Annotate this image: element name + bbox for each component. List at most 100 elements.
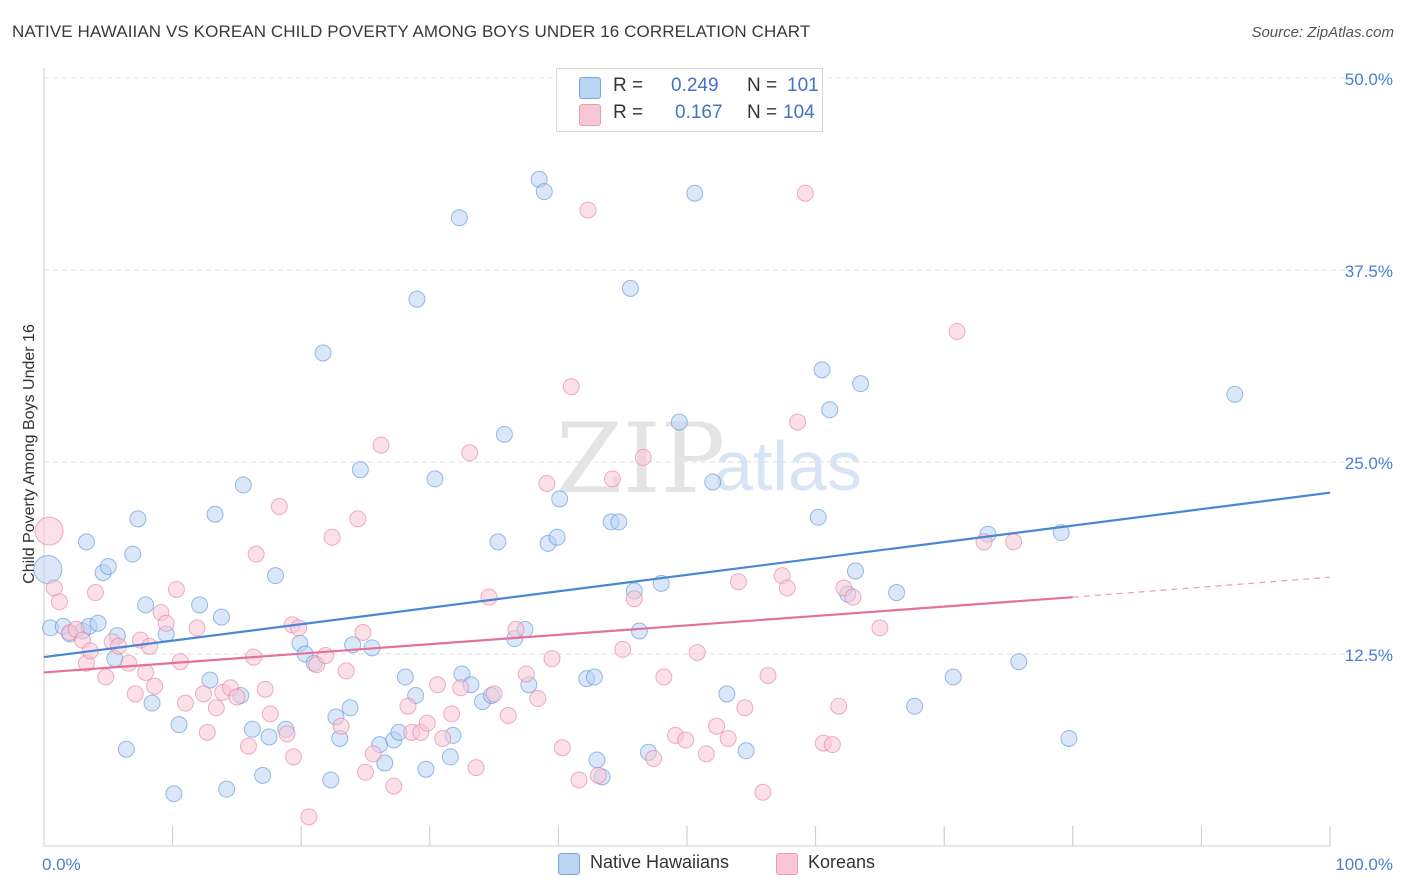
korean-point	[590, 767, 606, 783]
korean-point	[51, 594, 67, 610]
native-hawaiian-point	[586, 669, 602, 685]
y-tick-label: 50.0%	[1345, 70, 1393, 89]
korean-point	[168, 581, 184, 597]
korean-point	[373, 437, 389, 453]
korean-point	[195, 686, 211, 702]
korean-point	[240, 738, 256, 754]
x-tick-label-min: 0.0%	[42, 855, 81, 874]
korean-point	[35, 517, 63, 545]
korean-point	[444, 706, 460, 722]
korean-point	[779, 580, 795, 596]
korean-point	[301, 809, 317, 825]
legend-n-value: 104	[783, 102, 815, 124]
native-hawaiian-point	[409, 291, 425, 307]
korean-point	[646, 750, 662, 766]
native-hawaiian-point	[552, 491, 568, 507]
korean-point	[678, 732, 694, 748]
native-hawaiian-point	[144, 695, 160, 711]
native-hawaiian-point	[213, 609, 229, 625]
korean-point	[121, 655, 137, 671]
legend-n-value: 101	[787, 75, 819, 97]
native-hawaiian-point	[611, 514, 627, 530]
native-hawaiian-point	[267, 568, 283, 584]
native-hawaiian-point	[171, 717, 187, 733]
korean-point	[730, 574, 746, 590]
legend-swatch-native-hawaiians	[558, 853, 580, 875]
legend-swatch-native-hawaiians	[579, 77, 601, 99]
native-hawaiian-point	[397, 669, 413, 685]
korean-point	[530, 691, 546, 707]
legend-r-value: 0.167	[675, 102, 723, 124]
native-hawaiian-point	[235, 477, 251, 493]
korean-point	[872, 620, 888, 636]
native-hawaiian-point	[814, 362, 830, 378]
korean-point	[615, 641, 631, 657]
native-hawaiian-point	[418, 761, 434, 777]
native-hawaiian-point	[125, 546, 141, 562]
korean-point	[845, 589, 861, 605]
korean-point	[147, 678, 163, 694]
korean-point	[400, 698, 416, 714]
native-hawaiian-point	[589, 752, 605, 768]
korean-point	[208, 700, 224, 716]
korean-point	[571, 772, 587, 788]
korean-point	[279, 726, 295, 742]
native-hawaiian-point	[323, 772, 339, 788]
scatter-chart: ZIP atlas 12.5%25.0%37.5%50.0%0.0% 100.0%	[0, 0, 1406, 892]
korean-point	[790, 414, 806, 430]
native-hawaiian-point	[166, 786, 182, 802]
y-tick-label: 37.5%	[1345, 262, 1393, 281]
native-hawaiian-point	[1011, 654, 1027, 670]
native-hawaiian-point	[490, 534, 506, 550]
korean-point	[435, 730, 451, 746]
korean-point	[285, 749, 301, 765]
korean-point	[656, 669, 672, 685]
native-hawaiian-point	[1061, 730, 1077, 746]
legend-r-value: 0.249	[671, 75, 719, 97]
korean-point	[141, 638, 157, 654]
korean-point	[824, 737, 840, 753]
native-hawaiian-point	[1227, 386, 1243, 402]
y-tick-label: 12.5%	[1345, 646, 1393, 665]
korean-point	[199, 724, 215, 740]
korean-point	[358, 764, 374, 780]
korean-point	[262, 706, 278, 722]
x-tick-label-max: 100.0%	[1335, 855, 1393, 874]
legend-n-label: N =	[747, 102, 777, 124]
korean-point	[189, 620, 205, 636]
korean-point	[755, 784, 771, 800]
native-hawaiian-point	[549, 529, 565, 545]
korean-point	[271, 499, 287, 515]
korean-point	[626, 591, 642, 607]
korean-point	[338, 663, 354, 679]
native-hawaiian-point	[847, 563, 863, 579]
native-hawaiian-point	[427, 471, 443, 487]
native-hawaiian-point	[810, 509, 826, 525]
legend-n-label: N =	[747, 75, 777, 97]
legend-r-label: R =	[613, 75, 643, 97]
native-hawaiian-point	[889, 585, 905, 601]
korean-point	[518, 666, 534, 682]
korean-point	[257, 681, 273, 697]
korean-point	[1006, 534, 1022, 550]
native-hawaiian-point	[78, 534, 94, 550]
legend-label: Native Hawaiians	[590, 852, 729, 873]
native-hawaiian-point	[219, 781, 235, 797]
korean-point	[468, 760, 484, 776]
korean-point	[760, 668, 776, 684]
korean-point	[291, 620, 307, 636]
korean-point	[386, 778, 402, 794]
korean-point	[318, 648, 334, 664]
legend-label: Koreans	[808, 852, 875, 873]
korean-point	[500, 707, 516, 723]
korean-point	[698, 746, 714, 762]
korean-point	[554, 740, 570, 756]
korean-point	[248, 546, 264, 562]
native-hawaiian-point	[536, 184, 552, 200]
korean-point	[355, 624, 371, 640]
korean-point	[138, 664, 154, 680]
korean-point	[797, 185, 813, 201]
korean-point	[350, 511, 366, 527]
trend-lines	[44, 493, 1330, 673]
native-hawaiian-point	[100, 558, 116, 574]
